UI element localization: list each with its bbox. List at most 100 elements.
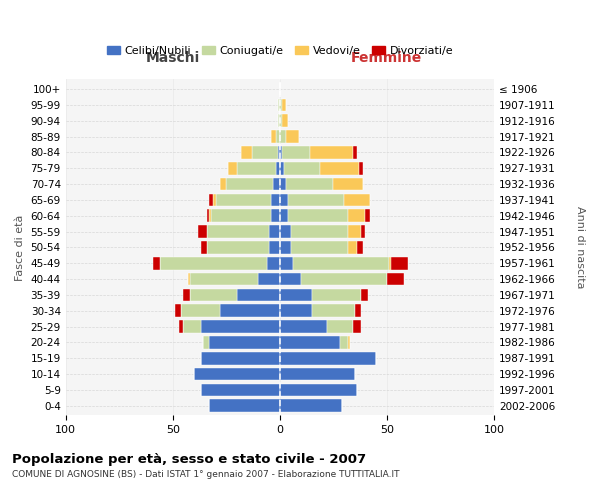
Bar [359, 162, 364, 174]
Bar [181, 304, 220, 317]
Bar [190, 272, 259, 285]
Bar [252, 146, 278, 158]
Text: Popolazione per età, sesso e stato civile - 2007: Popolazione per età, sesso e stato civil… [12, 452, 366, 466]
Bar [289, 194, 344, 206]
Bar [241, 146, 252, 158]
Bar [284, 162, 320, 174]
Bar [184, 320, 200, 333]
Bar [361, 288, 368, 301]
Bar [209, 336, 280, 349]
Bar [280, 225, 290, 238]
Bar [179, 320, 184, 333]
Bar [286, 178, 334, 190]
Bar [175, 304, 181, 317]
Bar [280, 178, 286, 190]
Bar [365, 210, 370, 222]
Bar [280, 336, 340, 349]
Text: COMUNE DI AGNOSINE (BS) - Dati ISTAT 1° gennaio 2007 - Elaborazione TUTTITALIA.I: COMUNE DI AGNOSINE (BS) - Dati ISTAT 1° … [12, 470, 400, 479]
Bar [280, 241, 290, 254]
Bar [278, 146, 280, 158]
Bar [349, 225, 361, 238]
Bar [349, 210, 365, 222]
Bar [289, 210, 349, 222]
Bar [293, 257, 389, 270]
Bar [267, 257, 280, 270]
Y-axis label: Fasce di età: Fasce di età [15, 214, 25, 280]
Bar [259, 272, 280, 285]
Bar [271, 210, 280, 222]
Bar [280, 304, 312, 317]
Bar [290, 241, 349, 254]
Bar [320, 162, 359, 174]
Bar [214, 194, 215, 206]
Bar [280, 400, 342, 412]
Bar [349, 336, 350, 349]
Bar [237, 162, 275, 174]
Bar [188, 272, 190, 285]
Bar [290, 225, 349, 238]
Bar [199, 225, 207, 238]
Bar [209, 194, 214, 206]
Bar [353, 320, 361, 333]
Y-axis label: Anni di nascita: Anni di nascita [575, 206, 585, 288]
Bar [278, 98, 280, 111]
Bar [340, 336, 349, 349]
Bar [361, 225, 365, 238]
Bar [391, 257, 408, 270]
Bar [280, 114, 282, 127]
Bar [215, 194, 271, 206]
Bar [280, 272, 301, 285]
Bar [280, 257, 293, 270]
Bar [353, 146, 357, 158]
Bar [327, 320, 353, 333]
Bar [282, 114, 289, 127]
Bar [280, 146, 282, 158]
Bar [280, 288, 312, 301]
Bar [357, 241, 364, 254]
Bar [355, 304, 361, 317]
Bar [312, 304, 355, 317]
Bar [226, 178, 274, 190]
Bar [194, 368, 280, 380]
Bar [220, 178, 226, 190]
Bar [387, 272, 404, 285]
Bar [200, 241, 207, 254]
Bar [334, 178, 364, 190]
Bar [154, 257, 160, 270]
Text: Maschi: Maschi [146, 51, 200, 65]
Bar [200, 320, 280, 333]
Bar [280, 352, 376, 364]
Bar [349, 241, 357, 254]
Bar [344, 194, 370, 206]
Bar [280, 98, 282, 111]
Bar [271, 130, 275, 143]
Bar [220, 304, 280, 317]
Bar [278, 114, 280, 127]
Bar [200, 384, 280, 396]
Bar [274, 178, 280, 190]
Bar [301, 272, 387, 285]
Bar [229, 162, 237, 174]
Bar [209, 400, 280, 412]
Bar [203, 336, 209, 349]
Bar [190, 288, 237, 301]
Text: Femmine: Femmine [351, 51, 422, 65]
Legend: Celibi/Nubili, Coniugati/e, Vedovi/e, Divorziati/e: Celibi/Nubili, Coniugati/e, Vedovi/e, Di… [102, 42, 458, 60]
Bar [389, 257, 391, 270]
Bar [310, 146, 353, 158]
Bar [237, 288, 280, 301]
Bar [160, 257, 267, 270]
Bar [269, 241, 280, 254]
Bar [312, 288, 361, 301]
Bar [280, 162, 284, 174]
Bar [207, 210, 209, 222]
Bar [280, 194, 289, 206]
Bar [207, 225, 269, 238]
Bar [209, 210, 211, 222]
Bar [282, 98, 286, 111]
Bar [275, 162, 280, 174]
Bar [280, 130, 286, 143]
Bar [286, 130, 299, 143]
Bar [184, 288, 190, 301]
Bar [280, 368, 355, 380]
